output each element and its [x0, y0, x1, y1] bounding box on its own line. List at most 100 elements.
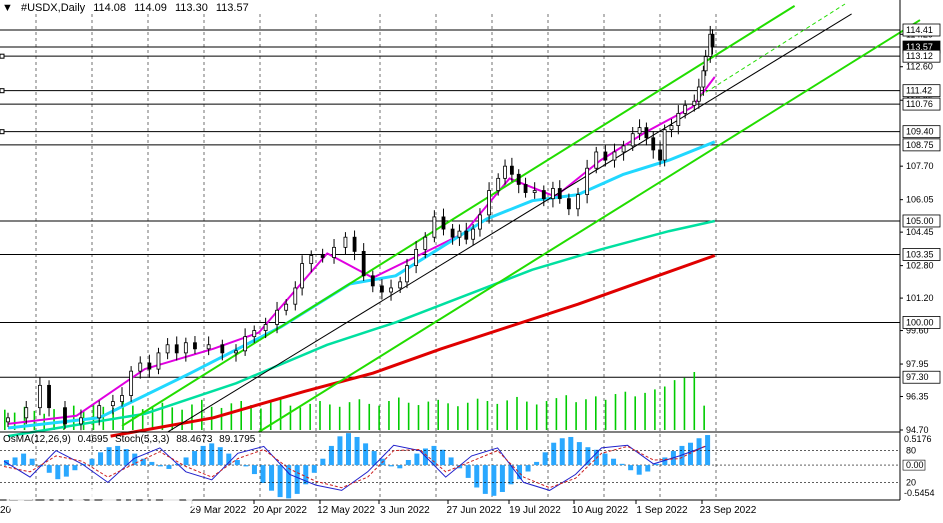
osma-value: 0.4695 — [77, 434, 109, 445]
level-price-tag[interactable] — [902, 316, 941, 329]
osma-bar — [286, 465, 292, 499]
channel-projection-line — [699, 3, 846, 97]
osma-bar — [166, 465, 172, 469]
volume-bar — [269, 402, 272, 430]
level-price-tag[interactable] — [902, 138, 941, 152]
volume-bar — [279, 398, 282, 430]
osma-bar — [585, 447, 591, 466]
osma-bar — [628, 465, 634, 471]
price-tick-label: 102.80 — [906, 261, 934, 271]
candle-body — [174, 344, 179, 354]
channel-lower-line[interactable] — [258, 19, 921, 433]
stoch-signal-line — [3, 445, 706, 489]
osma-bar — [465, 465, 471, 478]
volume-bar — [654, 389, 656, 430]
candle-body — [120, 395, 124, 402]
volume-bar — [151, 406, 154, 430]
level-price-tag[interactable] — [902, 214, 941, 228]
level-price-tag[interactable] — [902, 84, 941, 98]
candle-body — [234, 350, 238, 354]
osma-bar — [72, 465, 78, 471]
ma-mid-line — [7, 140, 716, 430]
osma-bar — [636, 465, 642, 475]
candle-body — [692, 100, 697, 106]
osma-bar — [568, 436, 574, 466]
candle-body — [516, 173, 521, 185]
osma-bar — [645, 465, 651, 472]
candle-body — [414, 248, 419, 267]
stoch-20-label: 20 — [906, 477, 916, 487]
volume-bar — [624, 391, 627, 430]
volume-bar — [181, 409, 183, 430]
candle-body — [594, 151, 599, 169]
volume-bar — [595, 396, 597, 430]
candle-body — [6, 417, 10, 423]
volume-bar — [585, 399, 587, 430]
candle-body — [332, 246, 336, 258]
instaforex-logo-icon — [6, 484, 36, 513]
price-tick-label: 106.05 — [906, 195, 934, 205]
level-price-tag[interactable] — [902, 370, 941, 384]
candle-body — [398, 281, 403, 289]
chart-header: ▼ #USDX,Daily 114.08 114.09 113.30 113.5… — [2, 2, 254, 14]
level-price-label: 113.12 — [906, 51, 933, 61]
level-price-label: 103.35 — [906, 249, 934, 259]
level-price-tag[interactable] — [902, 125, 941, 139]
level-price-tag[interactable] — [902, 97, 941, 111]
candle-body — [450, 228, 455, 238]
osma-bar — [619, 463, 625, 466]
date-tick-label: 19 Jul 2022 — [509, 505, 561, 516]
header-arrow[interactable]: ▼ — [2, 2, 13, 14]
level-price-tag[interactable] — [902, 49, 941, 63]
osma-bar — [123, 449, 129, 466]
level-marker[interactable] — [0, 53, 5, 59]
osma-bar — [440, 449, 446, 466]
volume-bar — [23, 406, 26, 430]
osma-bar — [115, 445, 121, 466]
osma-bar — [12, 457, 18, 466]
candle-body — [206, 344, 211, 350]
volume-bar — [240, 401, 242, 430]
osma-bar — [508, 465, 514, 485]
volume-bar — [358, 399, 361, 430]
level-price-label: 97.30 — [906, 372, 929, 382]
level-price-label: 100.00 — [906, 317, 934, 327]
candle-body — [370, 275, 375, 287]
osma-bar — [140, 458, 146, 466]
candle-body — [423, 236, 428, 250]
volume-bar — [53, 409, 55, 430]
volume-bar — [575, 402, 577, 430]
stoch-d-value: 89.1795 — [219, 434, 256, 445]
osma-bar — [559, 438, 565, 466]
candle-body — [183, 342, 188, 354]
volume-bar — [526, 401, 528, 430]
volume-bar — [673, 380, 676, 430]
date-tick-label: 20 — [0, 505, 12, 516]
candle-body — [523, 184, 528, 193]
candle-body — [644, 127, 649, 139]
open-value: 114.08 — [93, 2, 127, 14]
level-price-tag[interactable] — [902, 248, 941, 261]
volume-bar — [161, 402, 164, 430]
candle-body — [275, 309, 279, 325]
osma-bar — [653, 463, 659, 466]
watermark-brand: instaforex — [42, 482, 198, 515]
osma-bar — [89, 458, 95, 466]
channel-mid-line[interactable] — [167, 13, 852, 433]
level-price-label: 109.40 — [906, 127, 934, 137]
osma-bar — [363, 443, 369, 466]
candle-body — [532, 190, 537, 193]
osma-bar — [405, 459, 411, 466]
volume-bar — [319, 401, 321, 430]
close-value: 113.57 — [215, 2, 249, 14]
volume-bar — [535, 404, 538, 430]
level-price-tag[interactable] — [902, 23, 941, 37]
candle-body — [457, 230, 462, 238]
level-marker[interactable] — [0, 129, 5, 135]
level-marker[interactable] — [0, 88, 5, 94]
channel-upper-line[interactable] — [121, 5, 796, 427]
osma-bar — [354, 436, 360, 466]
volume-bar — [565, 395, 568, 430]
